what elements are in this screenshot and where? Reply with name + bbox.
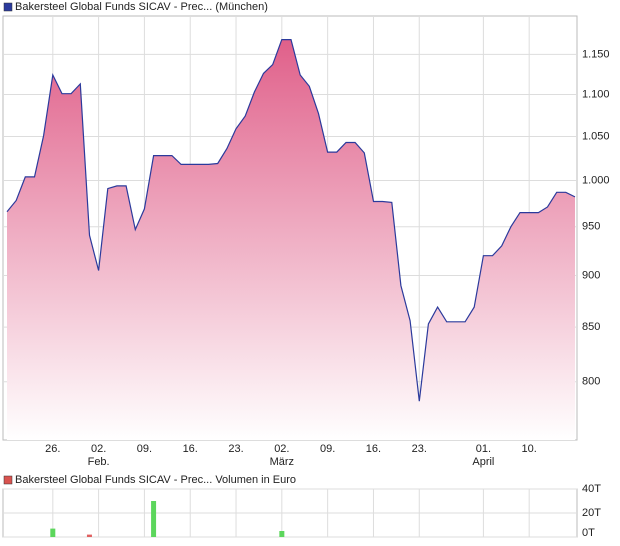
x-month-label: März — [270, 456, 294, 468]
x-tick-label: 23. — [228, 443, 243, 455]
y-tick-label: 1.100 — [582, 88, 610, 100]
x-tick-label: 02. — [274, 443, 289, 455]
x-tick-label: 01. — [476, 443, 491, 455]
y-tick-label: 1.000 — [582, 174, 610, 186]
x-tick-label: 09. — [137, 443, 152, 455]
y-tick-label: 850 — [582, 321, 600, 333]
y-tick-label: 0T — [582, 527, 595, 539]
x-tick-label: 10. — [522, 443, 537, 455]
x-tick-label: 02. — [91, 443, 106, 455]
x-tick-label: 23. — [412, 443, 427, 455]
y-tick-label: 1.150 — [582, 48, 610, 60]
x-month-label: April — [472, 456, 494, 468]
chart-title: Bakersteel Global Funds SICAV - Prec... … — [15, 1, 268, 13]
volume-bar — [86, 534, 92, 537]
y-tick-label: 800 — [582, 376, 600, 388]
y-tick-label: 900 — [582, 269, 600, 281]
y-tick-label: 1.050 — [582, 130, 610, 142]
volume-bar — [279, 531, 285, 537]
area-fill — [7, 39, 575, 440]
x-tick-label: 16. — [183, 443, 198, 455]
price-line — [6, 39, 576, 402]
x-tick-label: 09. — [320, 443, 335, 455]
y-tick-label: 950 — [582, 221, 600, 233]
volume-bar — [151, 501, 157, 537]
legend-marker — [3, 2, 13, 12]
volume-bar — [50, 528, 56, 537]
legend-marker — [3, 475, 13, 485]
chart-title: Bakersteel Global Funds SICAV - Prec... … — [15, 474, 296, 486]
x-month-label: Feb. — [88, 456, 110, 468]
x-tick-label: 16. — [366, 443, 381, 455]
y-tick-label: 20T — [582, 507, 601, 519]
y-tick-label: 40T — [582, 483, 601, 495]
x-tick-label: 26. — [45, 443, 60, 455]
